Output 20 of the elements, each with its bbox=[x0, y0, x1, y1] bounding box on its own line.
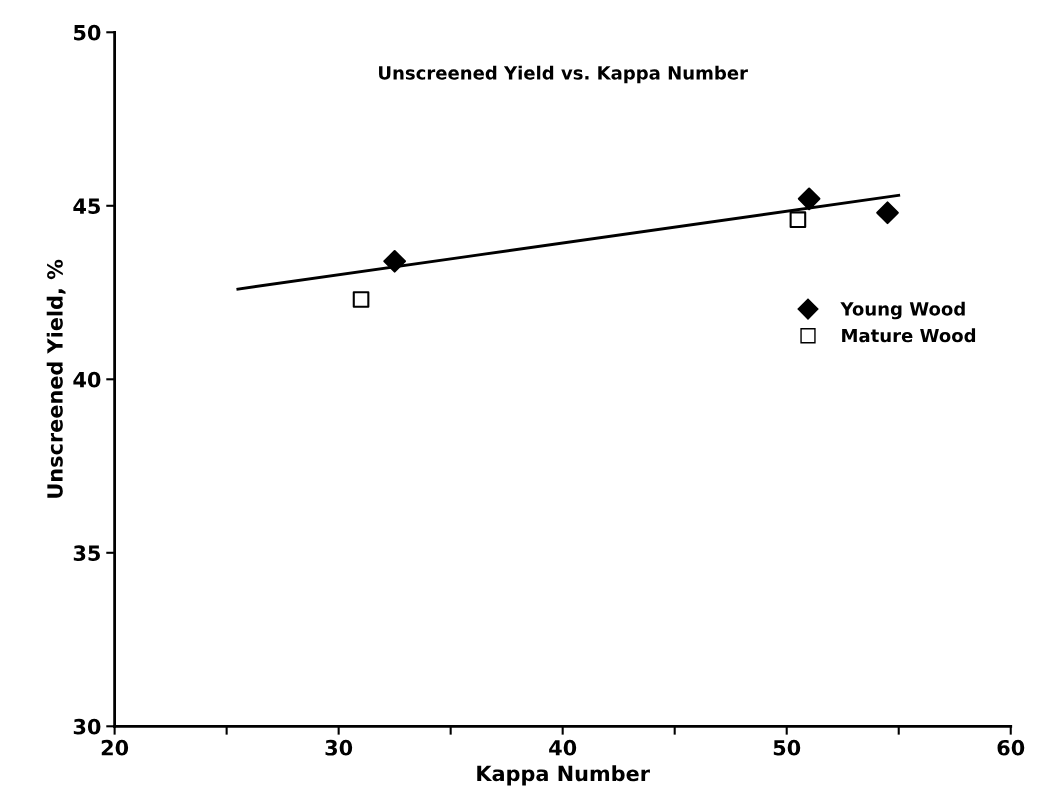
y-axis-title: Unscreened Yield, % bbox=[46, 259, 66, 498]
x-tick-label: 60 bbox=[997, 739, 1025, 756]
y-tick-label: 30 bbox=[73, 718, 101, 735]
y-tick-label: 45 bbox=[73, 198, 100, 214]
x-tick-label: 20 bbox=[101, 739, 129, 756]
x-tick-label: 50 bbox=[773, 739, 801, 756]
y-tick-label: 40 bbox=[73, 371, 101, 388]
legend-label: Mature Wood bbox=[842, 328, 976, 343]
point bbox=[789, 211, 807, 228]
text: Unscreened Yield vs. Kappa Number bbox=[379, 65, 748, 84]
y-tick-label: 50 bbox=[74, 24, 101, 41]
x-axis-title: Kappa Number bbox=[477, 765, 650, 786]
point bbox=[352, 291, 370, 308]
x-tick-label: 40 bbox=[549, 739, 577, 756]
legend-label: Young Wood bbox=[840, 301, 965, 320]
point bbox=[876, 201, 899, 225]
point bbox=[383, 249, 406, 273]
x-tick-label: 30 bbox=[325, 739, 353, 756]
point bbox=[797, 187, 821, 211]
y-tick-label: 35 bbox=[73, 545, 100, 562]
